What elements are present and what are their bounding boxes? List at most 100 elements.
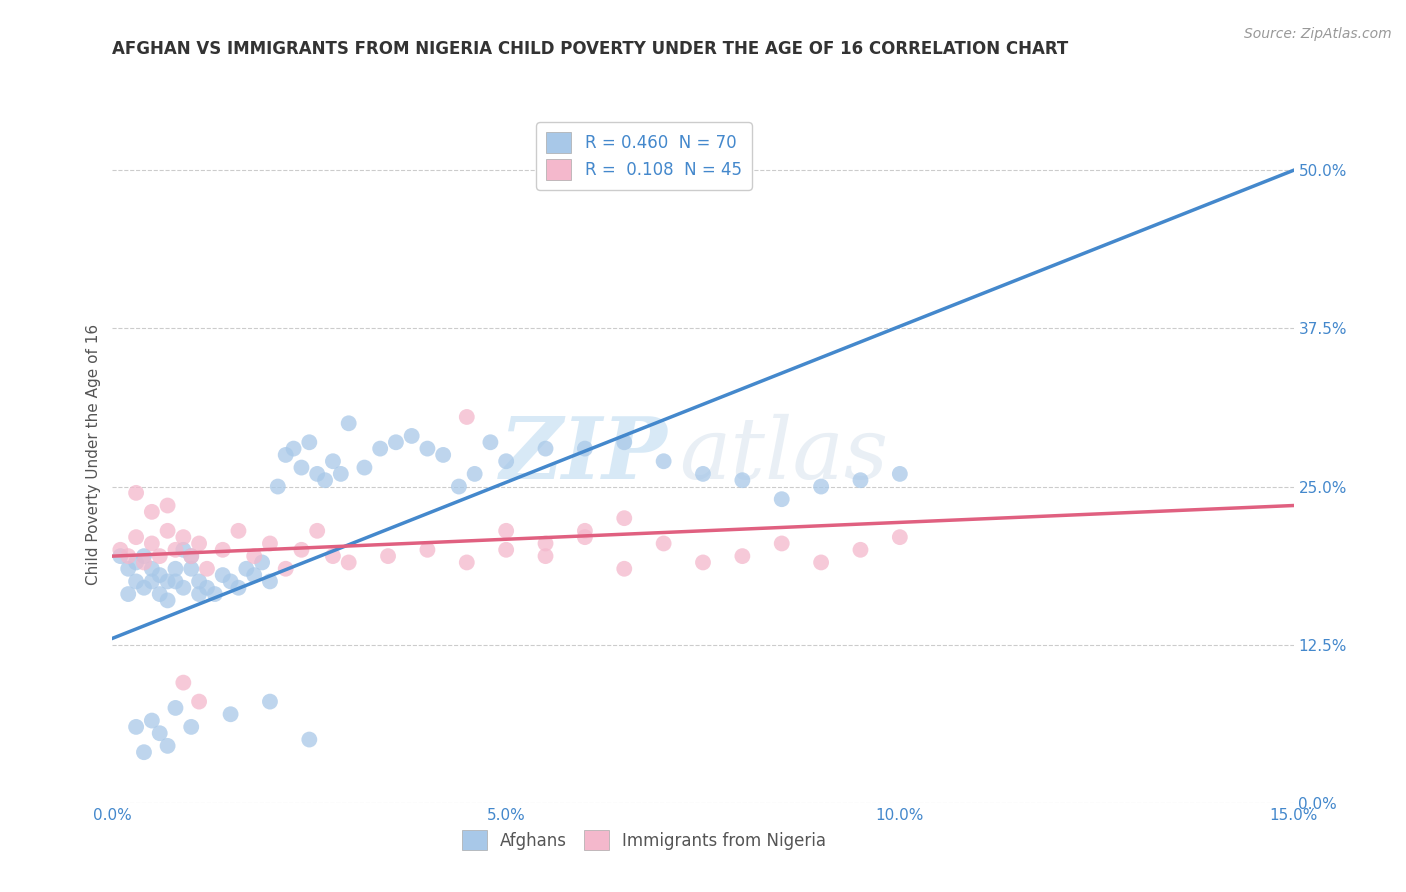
Point [125,486,148,500]
Point [534,442,557,456]
Point [156,524,179,538]
Point [298,435,321,450]
Point [314,473,336,487]
Point [274,562,297,576]
Point [534,549,557,563]
Point [692,556,714,570]
Point [337,556,360,570]
Point [574,524,596,538]
Point [274,448,297,462]
Point [307,467,329,481]
Point [117,549,139,563]
Point [731,473,754,487]
Point [165,562,187,576]
Point [849,473,872,487]
Point [141,562,163,576]
Point [195,562,218,576]
Point [188,695,211,709]
Point [149,568,172,582]
Point [368,442,391,456]
Point [141,536,163,550]
Point [165,542,187,557]
Point [613,511,636,525]
Point [416,442,439,456]
Text: AFGHAN VS IMMIGRANTS FROM NIGERIA CHILD POVERTY UNDER THE AGE OF 16 CORRELATION : AFGHAN VS IMMIGRANTS FROM NIGERIA CHILD … [112,40,1069,58]
Point [322,549,344,563]
Point [267,479,290,493]
Point [149,726,172,740]
Point [180,549,202,563]
Point [228,581,250,595]
Point [172,542,194,557]
Point [188,536,211,550]
Point [574,442,596,456]
Point [141,505,163,519]
Point [110,542,132,557]
Point [353,460,375,475]
Point [132,556,155,570]
Point [180,549,202,563]
Point [117,587,139,601]
Point [464,467,486,481]
Point [613,435,636,450]
Point [329,467,352,481]
Point [156,593,179,607]
Point [479,435,502,450]
Point [156,574,179,589]
Point [141,714,163,728]
Point [125,720,148,734]
Point [141,574,163,589]
Point [652,454,675,468]
Point [810,556,832,570]
Point [125,556,148,570]
Legend: Afghans, Immigrants from Nigeria: Afghans, Immigrants from Nigeria [456,823,832,857]
Point [211,568,233,582]
Point [652,536,675,550]
Point [149,587,172,601]
Point [132,745,155,759]
Point [495,542,517,557]
Point [188,574,211,589]
Text: atlas: atlas [679,414,889,496]
Point [692,467,714,481]
Point [228,524,250,538]
Point [259,574,281,589]
Point [219,707,242,722]
Text: ZIP: ZIP [499,413,668,497]
Point [889,467,911,481]
Point [849,542,872,557]
Point [385,435,408,450]
Point [322,454,344,468]
Point [110,549,132,563]
Point [180,562,202,576]
Point [401,429,423,443]
Point [770,492,793,507]
Point [211,542,233,557]
Point [180,720,202,734]
Point [574,530,596,544]
Point [613,562,636,576]
Point [770,536,793,550]
Point [219,574,242,589]
Point [149,549,172,563]
Point [132,549,155,563]
Point [495,454,517,468]
Point [456,409,478,424]
Text: Source: ZipAtlas.com: Source: ZipAtlas.com [1244,27,1392,41]
Point [172,581,194,595]
Point [259,695,281,709]
Point [172,675,194,690]
Point [172,530,194,544]
Point [204,587,226,601]
Point [416,542,439,557]
Point [125,530,148,544]
Point [117,562,139,576]
Point [250,556,273,570]
Point [290,542,312,557]
Point [534,536,557,550]
Point [195,581,218,595]
Point [259,536,281,550]
Point [243,568,266,582]
Point [243,549,266,563]
Point [165,574,187,589]
